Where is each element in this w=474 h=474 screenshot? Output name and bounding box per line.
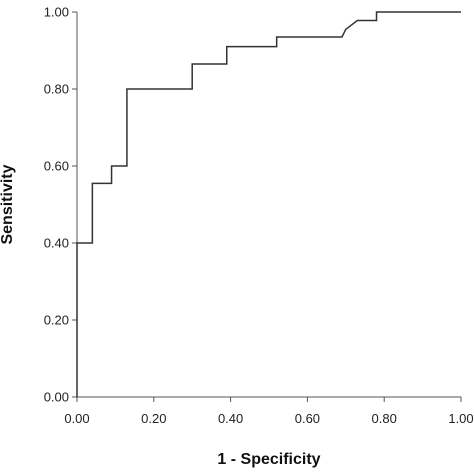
y-tick-label: 0.80 bbox=[44, 82, 69, 97]
roc-curve-line bbox=[76, 11, 461, 397]
x-tick-label: 0.60 bbox=[295, 411, 320, 426]
y-tick-label: 0.60 bbox=[44, 159, 69, 174]
y-tick-label: 0.00 bbox=[44, 390, 69, 405]
x-tick-label: 0.80 bbox=[372, 411, 397, 426]
y-axis-ticks: 0.00 0.20 0.40 0.60 0.80 1.00 bbox=[44, 5, 77, 405]
y-axis-title: Sensitivity bbox=[0, 164, 16, 244]
x-axis-ticks: 0.00 0.20 0.40 0.60 0.80 1.00 bbox=[64, 397, 474, 426]
y-tick-label: 1.00 bbox=[44, 5, 69, 20]
series-layer bbox=[76, 11, 461, 397]
x-tick-label: 1.00 bbox=[448, 411, 473, 426]
x-tick-label: 0.20 bbox=[141, 411, 166, 426]
y-tick-label: 0.20 bbox=[44, 313, 69, 328]
x-axis-title: 1 - Specificity bbox=[217, 451, 320, 468]
x-tick-label: 0.40 bbox=[218, 411, 243, 426]
y-tick-label: 0.40 bbox=[44, 236, 69, 251]
x-tick-label: 0.00 bbox=[64, 411, 89, 426]
